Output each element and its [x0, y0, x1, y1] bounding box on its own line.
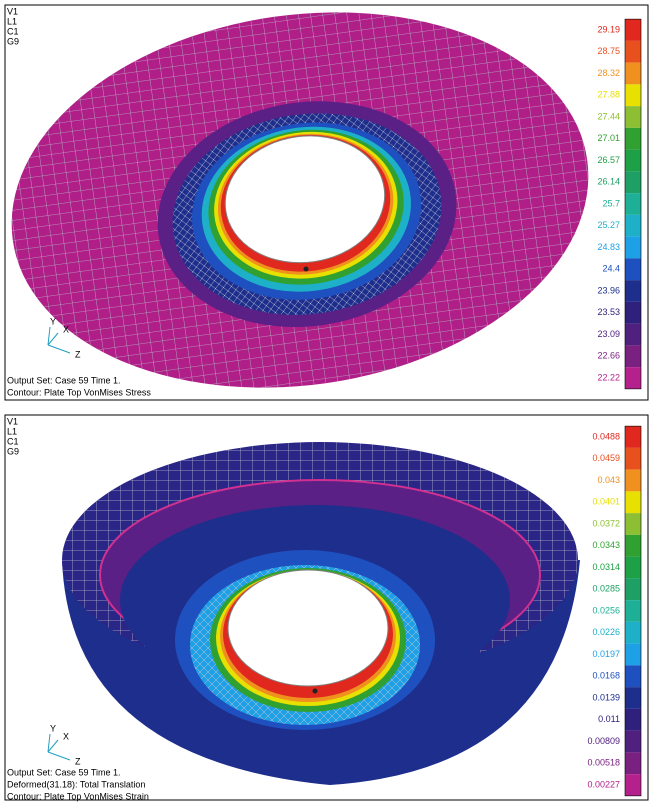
footer-line: Deformed(31.18): Total Translation: [7, 779, 145, 789]
legend-frame: [624, 425, 642, 797]
legend-swatch: [625, 752, 641, 775]
axis-label: Z: [75, 756, 81, 766]
legend-label: 26.57: [597, 155, 620, 165]
legend-swatch: [625, 193, 641, 215]
footer-line: Contour: Plate Top VonMises Strain: [7, 791, 149, 801]
legend-swatch: [625, 643, 641, 666]
legend-label: 25.27: [597, 220, 620, 230]
legend-label: 27.88: [597, 90, 620, 100]
legend-label: 22.22: [597, 372, 620, 382]
legend-label: 26.14: [597, 177, 620, 187]
legend-frame: [624, 18, 642, 390]
origin-dot: [303, 266, 309, 272]
legend-swatch: [625, 127, 641, 150]
legend-label: 28.32: [597, 68, 620, 78]
origin-dot: [312, 688, 318, 694]
header-line: C1: [7, 26, 19, 36]
legend-swatch: [625, 513, 641, 535]
legend-swatch: [625, 323, 641, 346]
header-line: C1: [7, 436, 19, 446]
legend-label: 0.043: [597, 475, 620, 485]
legend-label: 0.0372: [592, 518, 620, 528]
legend-label: 27.44: [597, 111, 620, 121]
legend-swatch: [625, 774, 641, 796]
legend-label: 27.01: [597, 133, 620, 143]
legend-label: 28.75: [597, 46, 620, 56]
axis-label: Z: [75, 349, 81, 359]
legend-label: 0.0343: [592, 540, 620, 550]
header-line: L1: [7, 16, 17, 26]
legend-label: 0.0285: [592, 584, 620, 594]
axis-label: Y: [50, 316, 56, 326]
legend-label: 0.0197: [592, 649, 620, 659]
legend-label: 25.7: [602, 198, 620, 208]
legend-swatch: [625, 149, 641, 172]
axis-triad: [47, 733, 71, 761]
legend-label: 0.0139: [592, 692, 620, 702]
legend-swatch: [625, 258, 641, 281]
footer-line: Output Set: Case 59 Time 1.: [7, 375, 121, 385]
legend-label: 0.0488: [592, 431, 620, 441]
legend-swatch: [625, 621, 641, 644]
header-line: V1: [7, 6, 18, 16]
legend-swatch: [625, 84, 641, 107]
legend-swatch: [625, 469, 641, 492]
legend-swatch: [625, 345, 641, 368]
legend-swatch: [625, 426, 641, 448]
legend-swatch: [625, 665, 641, 688]
legend-swatch: [625, 62, 641, 85]
legend-swatch: [625, 687, 641, 709]
legend-label: 0.0256: [592, 605, 620, 615]
legend-label: 23.53: [597, 307, 620, 317]
legend-swatch: [625, 447, 641, 470]
header-line: G9: [7, 36, 19, 46]
model-bottom: [62, 442, 580, 785]
footer-line: Output Set: Case 59 Time 1.: [7, 767, 121, 777]
legend-swatch: [625, 301, 641, 324]
legend-label: 29.19: [597, 24, 620, 34]
legend-swatch: [625, 106, 641, 128]
header-line: L1: [7, 426, 17, 436]
legend-swatch: [625, 214, 641, 237]
legend-swatch: [625, 367, 641, 389]
legend-swatch: [625, 556, 641, 579]
legend-label: 23.96: [597, 285, 620, 295]
legend-label: 0.0168: [592, 671, 620, 681]
legend-swatch: [625, 730, 641, 753]
header-line: G9: [7, 446, 19, 456]
legend-label: 0.0314: [592, 562, 620, 572]
legend-label: 23.09: [597, 329, 620, 339]
legend-swatch: [625, 708, 641, 731]
legend-label: 0.00227: [587, 779, 620, 789]
legend-swatch: [625, 40, 641, 63]
legend-label: 0.011: [598, 714, 620, 724]
axis-triad: [47, 326, 71, 354]
legend-swatch: [625, 534, 641, 557]
legend-swatch: [625, 491, 641, 514]
legend-swatch: [625, 600, 641, 622]
legend-label: 0.0226: [592, 627, 620, 637]
axis-label: X: [63, 731, 69, 741]
legend-swatch: [625, 236, 641, 259]
legend-label: 0.00518: [587, 758, 620, 768]
legend-label: 0.0401: [592, 497, 620, 507]
footer-line: Contour: Plate Top VonMises Stress: [7, 387, 151, 397]
legend-swatch: [625, 19, 641, 41]
legend-label: 0.00809: [587, 736, 620, 746]
legend-swatch: [625, 578, 641, 601]
legend-label: 24.4: [602, 264, 620, 274]
legend-label: 24.83: [597, 242, 620, 252]
header-line: V1: [7, 416, 18, 426]
axis-label: X: [63, 324, 69, 334]
legend-label: 22.66: [597, 351, 620, 361]
legend-label: 0.0459: [592, 453, 620, 463]
legend-swatch: [625, 280, 641, 302]
model-top: [11, 12, 589, 388]
legend-swatch: [625, 171, 641, 194]
axis-label: Y: [50, 723, 56, 733]
